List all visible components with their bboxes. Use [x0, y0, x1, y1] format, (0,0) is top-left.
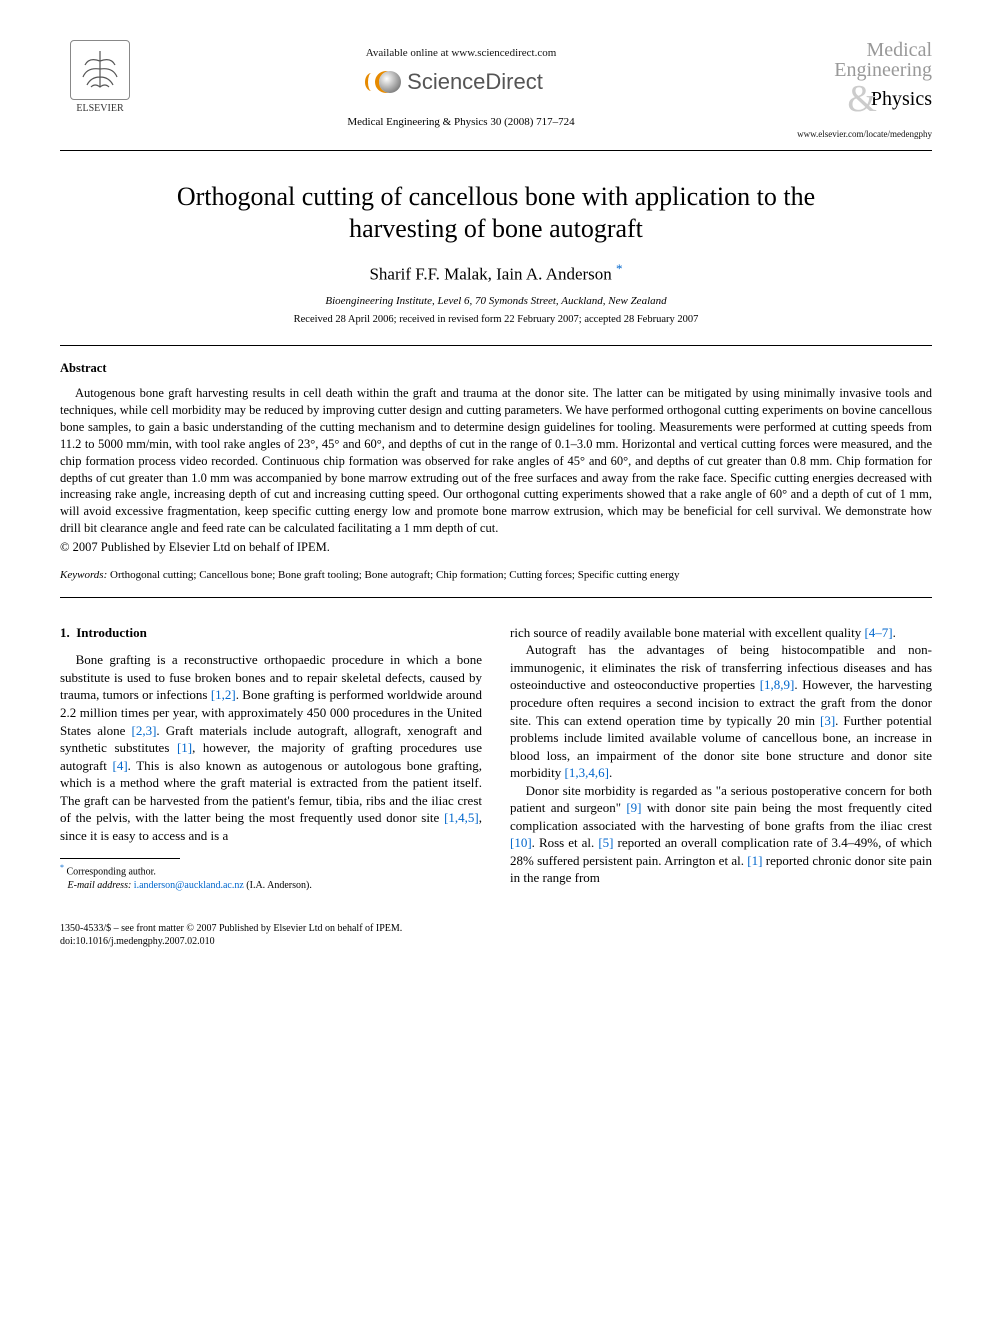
- abstract-copyright: © 2007 Published by Elsevier Ltd on beha…: [60, 539, 932, 556]
- keywords-label: Keywords:: [60, 569, 107, 581]
- journal-logo-amp: &: [847, 86, 877, 113]
- abstract-body: Autogenous bone graft harvesting results…: [60, 385, 932, 537]
- article-title: Orthogonal cutting of cancellous bone wi…: [140, 181, 852, 246]
- citation-link[interactable]: [5]: [598, 835, 613, 850]
- footnote-email-label: E-mail address:: [68, 880, 132, 891]
- elsevier-label: ELSEVIER: [76, 102, 123, 116]
- citation-link[interactable]: [1,8,9]: [760, 677, 795, 692]
- footnote-email-who: (I.A. Anderson).: [246, 880, 312, 891]
- text-run: .: [893, 625, 896, 640]
- citation-link[interactable]: [4]: [112, 758, 127, 773]
- footer-doi[interactable]: doi:10.1016/j.medengphy.2007.02.010: [60, 935, 932, 948]
- journal-logo-block: Medical Engineering &Physics www.elsevie…: [782, 40, 932, 140]
- abstract-block: Abstract Autogenous bone graft harvestin…: [60, 345, 932, 597]
- citation-link[interactable]: [1]: [747, 853, 762, 868]
- page-container: ELSEVIER Available online at www.science…: [0, 0, 992, 978]
- text-run: .: [609, 765, 612, 780]
- body-columns: 1. Introduction Bone grafting is a recon…: [60, 624, 932, 892]
- citation-link[interactable]: [3]: [820, 713, 835, 728]
- sciencedirect-logo: ScienceDirect: [379, 67, 543, 97]
- footnote-email-link[interactable]: i.anderson@auckland.ac.nz: [134, 880, 244, 891]
- elsevier-logo-block: ELSEVIER: [60, 40, 140, 116]
- footnote-block: * Corresponding author. E-mail address: …: [60, 863, 482, 891]
- abstract-heading: Abstract: [60, 360, 932, 377]
- section-heading: 1. Introduction: [60, 624, 482, 642]
- intro-paragraph-1: Bone grafting is a reconstructive orthop…: [60, 651, 482, 844]
- intro-paragraph-1-cont: rich source of readily available bone ma…: [510, 624, 932, 642]
- authors-line: Sharif F.F. Malak, Iain A. Anderson *: [60, 260, 932, 287]
- locate-url[interactable]: www.elsevier.com/locate/medengphy: [782, 128, 932, 140]
- footer-block: 1350-4533/$ – see front matter © 2007 Pu…: [60, 922, 932, 948]
- header-rule-thin: [60, 150, 932, 151]
- citation-link[interactable]: [1,3,4,6]: [565, 765, 609, 780]
- intro-paragraph-2: Autograft has the advantages of being hi…: [510, 641, 932, 781]
- article-dates: Received 28 April 2006; received in revi…: [60, 313, 932, 327]
- journal-logo-line1: Medical: [782, 40, 932, 60]
- affiliation: Bioengineering Institute, Level 6, 70 Sy…: [60, 294, 932, 309]
- citation-link[interactable]: [1,2]: [211, 687, 236, 702]
- text-run: rich source of readily available bone ma…: [510, 625, 864, 640]
- available-online-text: Available online at www.sciencedirect.co…: [140, 46, 782, 61]
- elsevier-tree-icon: [70, 40, 130, 100]
- citation-link[interactable]: [2,3]: [131, 723, 156, 738]
- footnote-corresponding: * Corresponding author.: [60, 863, 482, 878]
- citation-link[interactable]: [1,4,5]: [444, 810, 479, 825]
- header-row: ELSEVIER Available online at www.science…: [60, 40, 932, 140]
- footnote-star-icon: *: [60, 863, 64, 872]
- text-run: . Ross et al.: [532, 835, 599, 850]
- keywords-list: Orthogonal cutting; Cancellous bone; Bon…: [110, 569, 680, 581]
- citation-link[interactable]: [4–7]: [864, 625, 892, 640]
- section-number: 1.: [60, 625, 70, 640]
- intro-paragraph-3: Donor site morbidity is regarded as "a s…: [510, 782, 932, 887]
- sciencedirect-text: ScienceDirect: [407, 67, 543, 97]
- footnote-corresponding-text: Corresponding author.: [67, 867, 156, 878]
- journal-citation: Medical Engineering & Physics 30 (2008) …: [140, 115, 782, 130]
- sciencedirect-ball-icon: [379, 71, 401, 93]
- journal-logo-line3-row: &Physics: [782, 80, 932, 110]
- citation-link[interactable]: [10]: [510, 835, 532, 850]
- journal-logo-line2: Engineering: [782, 60, 932, 80]
- footer-front-matter: 1350-4533/$ – see front matter © 2007 Pu…: [60, 922, 932, 935]
- footnote-email-line: E-mail address: i.anderson@auckland.ac.n…: [60, 879, 482, 892]
- right-column: rich source of readily available bone ma…: [510, 624, 932, 892]
- citation-link[interactable]: [9]: [626, 800, 641, 815]
- section-title: Introduction: [76, 625, 147, 640]
- journal-logo-line3: Physics: [871, 88, 932, 110]
- authors-names: Sharif F.F. Malak, Iain A. Anderson: [369, 264, 611, 283]
- citation-link[interactable]: [1]: [177, 740, 192, 755]
- left-column: 1. Introduction Bone grafting is a recon…: [60, 624, 482, 892]
- footnote-separator: [60, 858, 180, 859]
- keywords-line: Keywords: Orthogonal cutting; Cancellous…: [60, 568, 932, 583]
- corresponding-star-icon[interactable]: *: [616, 261, 623, 276]
- center-header: Available online at www.sciencedirect.co…: [140, 40, 782, 129]
